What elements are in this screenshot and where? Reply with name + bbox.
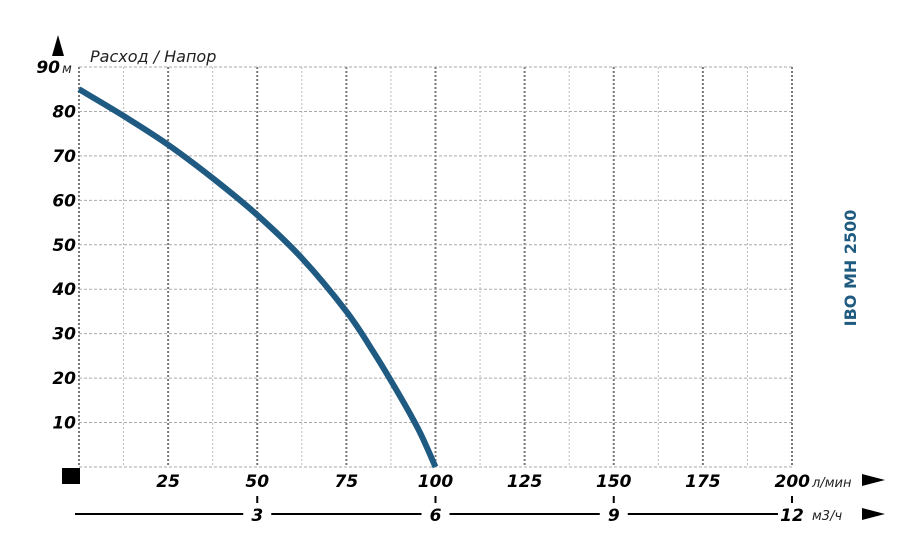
y-tick-label: 50 bbox=[52, 236, 76, 256]
origin-square-icon bbox=[62, 468, 80, 484]
y-tick-label: 90 bbox=[36, 58, 60, 78]
chart-title: Расход / Напор bbox=[90, 47, 216, 66]
x-tick-label: 125 bbox=[507, 472, 543, 492]
y-tick-label: 60 bbox=[52, 191, 76, 211]
y-tick-label: 10 bbox=[52, 414, 76, 434]
y-tick-label: 40 bbox=[51, 280, 76, 300]
grid bbox=[78, 66, 793, 468]
x-tick-label: 175 bbox=[685, 472, 721, 492]
x2-axis-unit: м3/ч bbox=[812, 509, 842, 524]
x2-tick-label: 9 bbox=[608, 506, 620, 526]
y-tick-label: 80 bbox=[52, 102, 76, 122]
y-axis-unit: м bbox=[62, 62, 72, 77]
x-tick-label: 75 bbox=[335, 472, 359, 492]
x-axis-unit: л/мин bbox=[811, 476, 852, 491]
x2-tick-label: 6 bbox=[430, 506, 442, 526]
x2-tick-label: 12 bbox=[780, 506, 804, 526]
model-label: IBO MH 2500 bbox=[841, 210, 860, 327]
y-tick-label: 20 bbox=[52, 369, 76, 389]
x-tick-label: 100 bbox=[418, 472, 454, 492]
pump-curve-line bbox=[77, 86, 439, 469]
curve-layer bbox=[77, 86, 439, 469]
x-tick-label: 200 bbox=[775, 472, 811, 492]
x-axis-arrow-icon bbox=[862, 474, 885, 486]
x-tick-label: 25 bbox=[156, 472, 180, 492]
x2-axis-arrow-icon bbox=[862, 508, 885, 520]
y-axis-arrow-icon bbox=[52, 35, 64, 56]
x2-tick-label: 3 bbox=[251, 506, 263, 526]
y-tick-label: 70 bbox=[52, 147, 76, 167]
y-tick-label: 30 bbox=[52, 325, 76, 345]
x-tick-label: 50 bbox=[245, 472, 269, 492]
tick-labels: 10 20 30 40 50 60 70 80 90 м 25 50 75 100 125 150 175 200… bbox=[36, 58, 885, 526]
x-tick-label: 150 bbox=[596, 472, 632, 492]
